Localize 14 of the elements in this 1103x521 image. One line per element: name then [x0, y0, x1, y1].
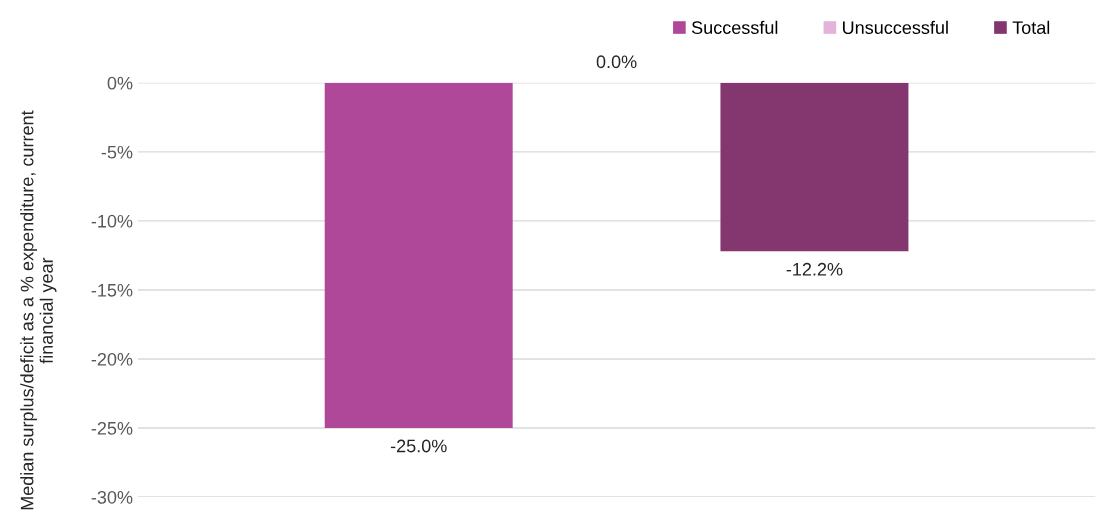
y-tick-label: 0% [107, 76, 133, 90]
y-tick-label: -10% [91, 214, 133, 228]
legend-label: Total [1012, 20, 1050, 35]
y-tick-label: -15% [91, 283, 133, 297]
legend-label: Successful [691, 20, 778, 35]
y-axis-title: Median surplus/deficit as a % expenditure, current financial year [20, 110, 57, 510]
y-tick-label: -20% [91, 352, 133, 366]
legend-label: Unsuccessful [843, 20, 948, 35]
data-label: -12.2% [786, 262, 843, 276]
y-tick-label: -25% [91, 421, 133, 435]
data-label: 0.0% [596, 55, 637, 69]
y-tick-label: -30% [91, 490, 133, 504]
data-label: -25.0% [390, 439, 447, 453]
y-tick-label: -5% [101, 145, 133, 159]
